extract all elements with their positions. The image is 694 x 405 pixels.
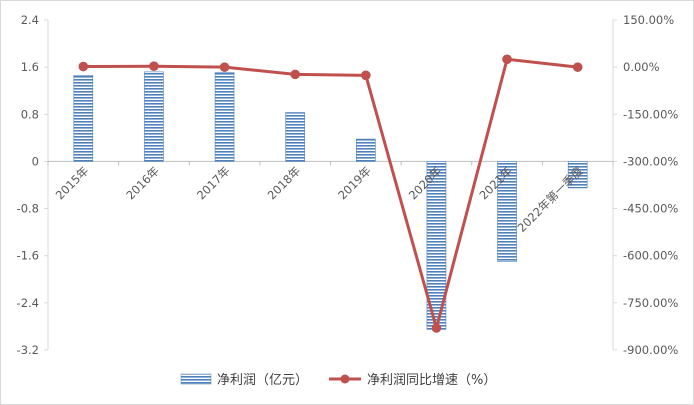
category-label: 2015年 xyxy=(53,164,92,203)
axes xyxy=(44,19,617,351)
line-point xyxy=(149,61,159,71)
bar xyxy=(567,161,588,189)
line-point xyxy=(219,62,230,72)
line-point xyxy=(290,69,300,80)
bar xyxy=(144,71,164,162)
line-point xyxy=(572,62,583,72)
legend-bar-label: 净利润（亿元） xyxy=(217,373,308,388)
left-axis-tick-label: -1.6 xyxy=(17,249,39,263)
bar xyxy=(356,138,376,162)
line-series xyxy=(78,54,583,333)
category-label: 2019年 xyxy=(335,164,374,203)
growth-rate-line xyxy=(83,57,578,330)
bar xyxy=(497,161,517,262)
right-axis-tick-label: -150.00% xyxy=(623,107,678,121)
left-axis-ticks: 2.4 1.6 0.8 0 -0.8 -1.6 -2.4 -3.2 xyxy=(17,13,39,357)
right-axis-tick-label: -600.00% xyxy=(623,249,678,263)
left-axis-tick-label: 1.6 xyxy=(21,60,39,74)
left-axis-tick-label: 0 xyxy=(32,154,39,168)
line-point xyxy=(431,323,442,333)
left-axis-tick-label: -0.8 xyxy=(17,202,39,216)
legend-line-label: 净利润同比增速（%） xyxy=(367,373,496,388)
bar xyxy=(73,75,94,162)
right-axis-tick-label: -750.00% xyxy=(623,296,678,310)
category-label: 2022年第一季度 xyxy=(515,163,587,235)
legend-line-marker xyxy=(340,374,350,384)
category-label: 2018年 xyxy=(265,164,304,203)
legend: 净利润（亿元） 净利润同比增速（%） xyxy=(180,373,496,388)
category-label: 2016年 xyxy=(123,164,162,203)
bar xyxy=(285,112,305,162)
line-point xyxy=(78,61,89,72)
right-axis-tick-label: 0.00% xyxy=(623,60,660,74)
right-axis-tick-label: -450.00% xyxy=(623,202,678,216)
bar-series xyxy=(73,71,588,330)
right-axis-ticks: 150.00% 0.00% -150.00% -300.00% -450.00% -600… xyxy=(623,13,678,357)
category-label: 2017年 xyxy=(194,164,233,203)
bar xyxy=(214,72,235,162)
right-axis-tick-label: -900.00% xyxy=(623,343,678,357)
left-axis-tick-label: -2.4 xyxy=(17,296,39,310)
legend-bar-swatch xyxy=(180,373,212,385)
right-axis-tick-label: -300.00% xyxy=(623,154,678,168)
line-point xyxy=(502,54,512,65)
left-axis-tick-label: 2.4 xyxy=(21,13,39,27)
left-axis-tick-label: 0.8 xyxy=(21,107,39,121)
left-axis-tick-label: -3.2 xyxy=(17,343,39,357)
right-axis-tick-label: 150.00% xyxy=(623,13,674,27)
line-point xyxy=(361,70,371,81)
